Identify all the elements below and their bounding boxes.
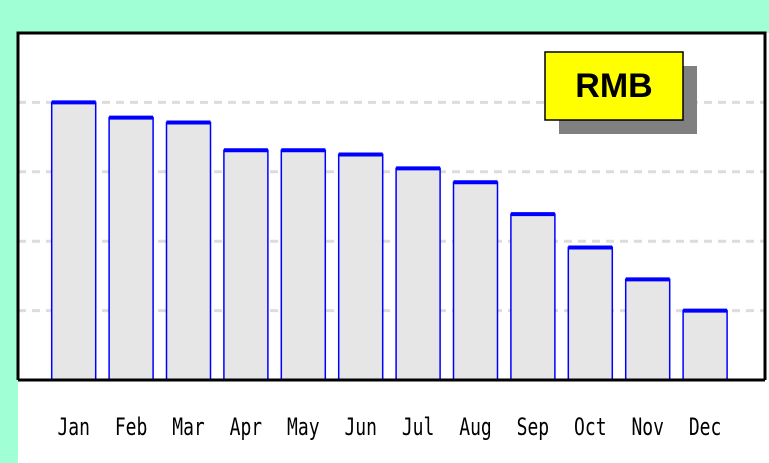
x-tick-label: Dec xyxy=(689,413,721,441)
bar xyxy=(50,101,97,381)
bar xyxy=(223,149,269,381)
x-tick-label: Nov xyxy=(631,413,663,441)
x-tick-label: Aug xyxy=(459,413,491,441)
bar xyxy=(624,278,671,381)
x-tick-label: Feb xyxy=(115,413,147,441)
bar xyxy=(165,121,212,381)
x-tick-label: May xyxy=(287,413,319,441)
x-tick-label: Sep xyxy=(517,413,549,441)
x-tick-label: Oct xyxy=(574,413,606,441)
legend-box xyxy=(544,51,684,121)
bar xyxy=(567,246,614,381)
bar xyxy=(280,149,327,381)
bar xyxy=(395,167,441,381)
legend-label: RMB xyxy=(575,67,652,105)
x-tick-label: Mar xyxy=(172,413,204,441)
bar xyxy=(452,181,499,381)
x-tick-label: Jul xyxy=(402,413,434,441)
plot-frame xyxy=(16,31,767,380)
bar xyxy=(108,116,154,381)
x-tick-label: Apr xyxy=(230,413,262,441)
x-tick-label: Jan xyxy=(57,413,89,441)
bar xyxy=(510,213,556,381)
bar xyxy=(682,309,728,381)
x-tick-label: Jun xyxy=(344,413,376,441)
bar xyxy=(337,153,384,381)
